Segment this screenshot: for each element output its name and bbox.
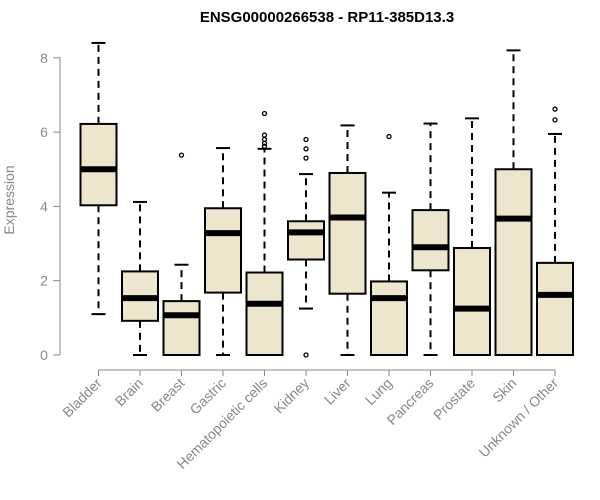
y-axis-label: Expression	[1, 165, 17, 234]
y-tick-label: 4	[40, 198, 48, 214]
outlier-point	[261, 132, 268, 138]
x-tick-label: Brain	[112, 375, 146, 409]
outlier-point	[552, 117, 558, 123]
iqr-box	[370, 280, 408, 356]
x-tick-label: Breast	[148, 375, 188, 415]
box-hematopoietic-cells	[245, 110, 284, 357]
box-skin	[494, 49, 533, 356]
x-tick-label: Kidney	[271, 375, 313, 417]
outlier-point	[303, 136, 309, 143]
box-lung	[370, 133, 408, 356]
x-tick-label: Skin	[489, 375, 520, 406]
box-bladder	[79, 41, 118, 316]
x-tick-label: Bladder	[59, 375, 105, 421]
outlier-point	[178, 152, 185, 158]
outlier-point	[303, 155, 309, 161]
box-kidney	[287, 136, 325, 358]
y-tick-label: 2	[40, 273, 48, 289]
iqr-box	[287, 220, 325, 261]
iqr-box	[79, 122, 118, 207]
outlier-point	[303, 352, 309, 358]
iqr-box	[453, 247, 491, 356]
x-tick-label: Lung	[362, 375, 395, 408]
y-tick-label: 8	[40, 50, 48, 66]
chart-title: ENSG00000266538 - RP11-385D13.3	[200, 9, 454, 26]
box-unknown-other	[536, 106, 574, 357]
iqr-box	[245, 271, 284, 357]
box-gastric	[204, 147, 242, 356]
x-tick-label: Prostate	[430, 375, 478, 423]
outlier-point	[386, 133, 392, 140]
box-breast	[162, 152, 201, 357]
y-tick-label: 6	[40, 124, 48, 140]
x-tick-label: Unknown / Other	[476, 375, 562, 461]
y-axis: 0 2 4 6 8	[40, 50, 61, 363]
outlier-point	[303, 146, 309, 152]
x-tick-label: Liver	[321, 375, 354, 408]
outlier-point	[261, 136, 268, 143]
box-prostate	[453, 117, 491, 356]
iqr-box	[411, 209, 450, 272]
outlier-point	[261, 110, 268, 117]
iqr-box	[204, 207, 242, 294]
box-pancreas	[411, 122, 450, 356]
iqr-box	[536, 261, 574, 357]
outlier-point	[552, 106, 558, 112]
iqr-box	[494, 168, 533, 356]
boxes-group	[79, 41, 574, 358]
outlier-point	[261, 143, 268, 149]
box-liver	[328, 124, 367, 356]
y-tick-label: 0	[40, 347, 48, 363]
box-brain	[121, 200, 159, 356]
iqr-box	[328, 171, 367, 295]
iqr-box	[162, 300, 201, 357]
